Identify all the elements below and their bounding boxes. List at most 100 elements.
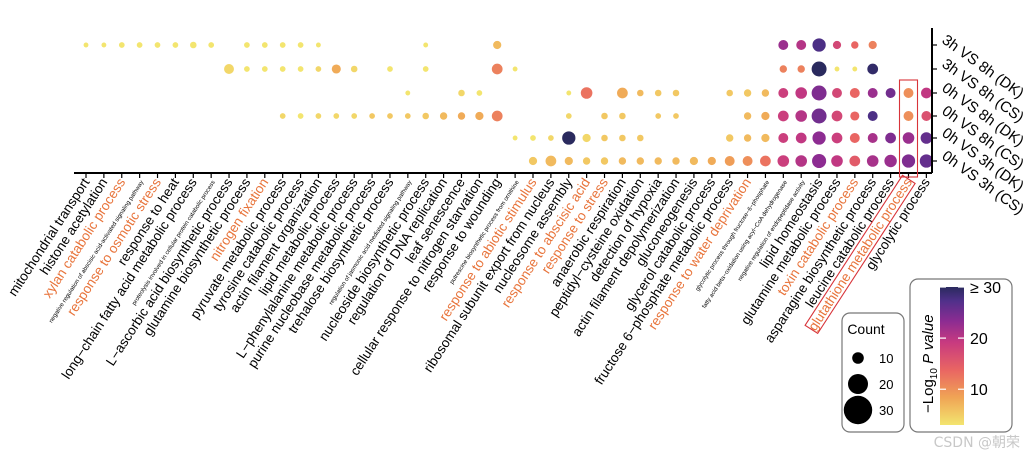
bubble-point [832, 40, 842, 50]
bubble-point [849, 133, 860, 143]
bubble-point [867, 63, 879, 75]
bubble-point [458, 89, 465, 97]
bubble-point [742, 156, 753, 166]
term-label-highlight-box [804, 174, 916, 335]
color-legend-title: −Log10 P value [920, 314, 940, 413]
bubble-point [673, 113, 679, 119]
bubble-point [811, 108, 827, 124]
bubble-point [884, 154, 897, 168]
bubble-point [566, 90, 572, 96]
bubble-point [851, 41, 859, 49]
y-axis-tick-labels: 3h VS 8h (DK)3h VS 8h (CS)0h VS 8h (DK)0… [939, 31, 1024, 218]
bubble-point [562, 131, 576, 145]
bubble-point [761, 133, 770, 143]
bubble-point [491, 63, 503, 75]
bubble-point [921, 111, 932, 121]
bubble-point [867, 133, 878, 143]
bubble-point [619, 112, 626, 120]
bubble-point [333, 113, 340, 119]
bubble-point [83, 42, 89, 48]
highlight-boxes [804, 79, 919, 335]
size-legend-key [843, 395, 873, 425]
color-bar [940, 287, 964, 425]
bubble-point [315, 42, 321, 48]
bubble-point [811, 61, 827, 77]
bubble-point [903, 111, 914, 121]
bubble-point [795, 155, 807, 167]
bubble-point [868, 40, 877, 50]
bubble-point [797, 65, 805, 73]
bubble-point [422, 66, 429, 72]
bubble-point [261, 42, 268, 48]
bubble-point [778, 133, 789, 143]
bubble-point [423, 42, 429, 48]
bubble-point [672, 157, 680, 165]
bubble-point [672, 89, 680, 97]
bubble-point [743, 134, 752, 142]
bubble-point [190, 41, 197, 49]
bubble-point [724, 156, 735, 166]
size-legend-label: 20 [879, 377, 893, 392]
bubble-point [920, 132, 933, 144]
bubble-point [405, 90, 411, 96]
bubble-point [617, 87, 628, 99]
bubble-point [369, 113, 375, 119]
bubble-point [565, 113, 572, 119]
bubble-point [331, 64, 341, 74]
bubble-point [582, 157, 591, 165]
bubble-point [172, 42, 179, 48]
bubble-point [902, 132, 915, 144]
color-bar-tick-label: ≥ 30 [970, 280, 1001, 297]
bubble-point [654, 89, 662, 97]
bubble-point [867, 111, 878, 121]
bubble-point [726, 134, 734, 142]
size-legend-label: 10 [879, 351, 893, 366]
bubble-point [811, 85, 827, 101]
bubble-point [795, 87, 807, 99]
bubble-point [297, 113, 304, 119]
bubble-point [777, 110, 789, 122]
bubble-point [919, 154, 934, 168]
size-legend-title: Count [847, 321, 884, 337]
bubble-point [244, 66, 250, 72]
bubble-point [795, 132, 807, 144]
bubble-point [637, 134, 644, 142]
bubble-point [600, 157, 609, 165]
bubble-point [707, 156, 716, 166]
bubble-point [208, 42, 215, 48]
bubble-point [512, 135, 518, 141]
bubble-point [795, 110, 807, 122]
bubble-point [637, 89, 644, 97]
bubble-point [315, 113, 322, 119]
size-legend-key [852, 352, 864, 364]
watermark: CSDN @朝荣 [934, 435, 1020, 451]
bubble-point [493, 40, 502, 50]
bubble-point [101, 42, 107, 48]
bubble-point [777, 155, 790, 167]
bubble-point [726, 89, 733, 97]
bubble-point [778, 88, 789, 98]
bubble-point [530, 135, 536, 141]
bubble-point [743, 112, 752, 120]
bubble-point [297, 66, 304, 72]
bubble-point [601, 134, 608, 142]
bubble-point [812, 153, 827, 169]
bubble-point [834, 66, 840, 72]
bubble-point [548, 135, 554, 141]
bubble-point [831, 155, 843, 167]
bubble-point [457, 112, 466, 120]
bubble-point [655, 113, 662, 119]
bubble-point [778, 40, 789, 50]
bubble-point [852, 66, 858, 72]
bubble-point [422, 112, 429, 120]
bubble-point [279, 113, 286, 119]
bubble-point [796, 40, 807, 50]
bubble-point [476, 90, 483, 96]
bubble-point [867, 88, 878, 98]
bubble-point [689, 156, 699, 166]
bubble-point [279, 66, 286, 72]
bubble-point [831, 132, 843, 144]
bubble-point [491, 110, 503, 122]
